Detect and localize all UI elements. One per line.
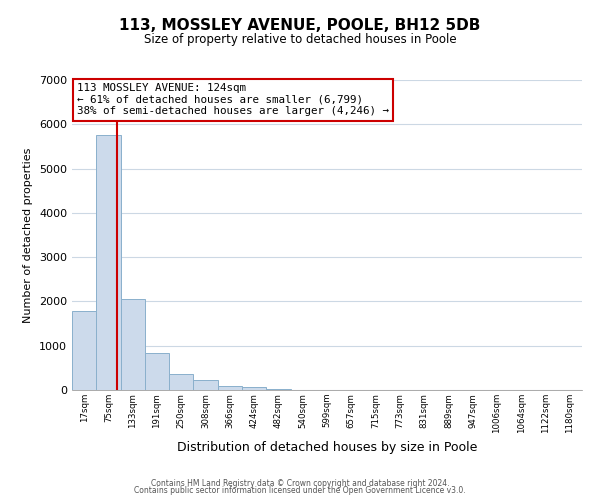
Y-axis label: Number of detached properties: Number of detached properties: [23, 148, 34, 322]
Text: Contains HM Land Registry data © Crown copyright and database right 2024.: Contains HM Land Registry data © Crown c…: [151, 478, 449, 488]
Bar: [266, 388, 290, 390]
Text: Size of property relative to detached houses in Poole: Size of property relative to detached ho…: [143, 32, 457, 46]
Bar: [96, 136, 121, 390]
X-axis label: Distribution of detached houses by size in Poole: Distribution of detached houses by size …: [177, 442, 477, 454]
Text: 113 MOSSLEY AVENUE: 124sqm
← 61% of detached houses are smaller (6,799)
38% of s: 113 MOSSLEY AVENUE: 124sqm ← 61% of deta…: [77, 83, 389, 116]
Bar: [72, 311, 96, 390]
Bar: [218, 386, 242, 390]
Bar: [242, 388, 266, 390]
Bar: [169, 374, 193, 390]
Bar: [121, 299, 145, 390]
Bar: [145, 353, 169, 390]
Text: Contains public sector information licensed under the Open Government Licence v3: Contains public sector information licen…: [134, 486, 466, 495]
Bar: [193, 380, 218, 390]
Text: 113, MOSSLEY AVENUE, POOLE, BH12 5DB: 113, MOSSLEY AVENUE, POOLE, BH12 5DB: [119, 18, 481, 32]
